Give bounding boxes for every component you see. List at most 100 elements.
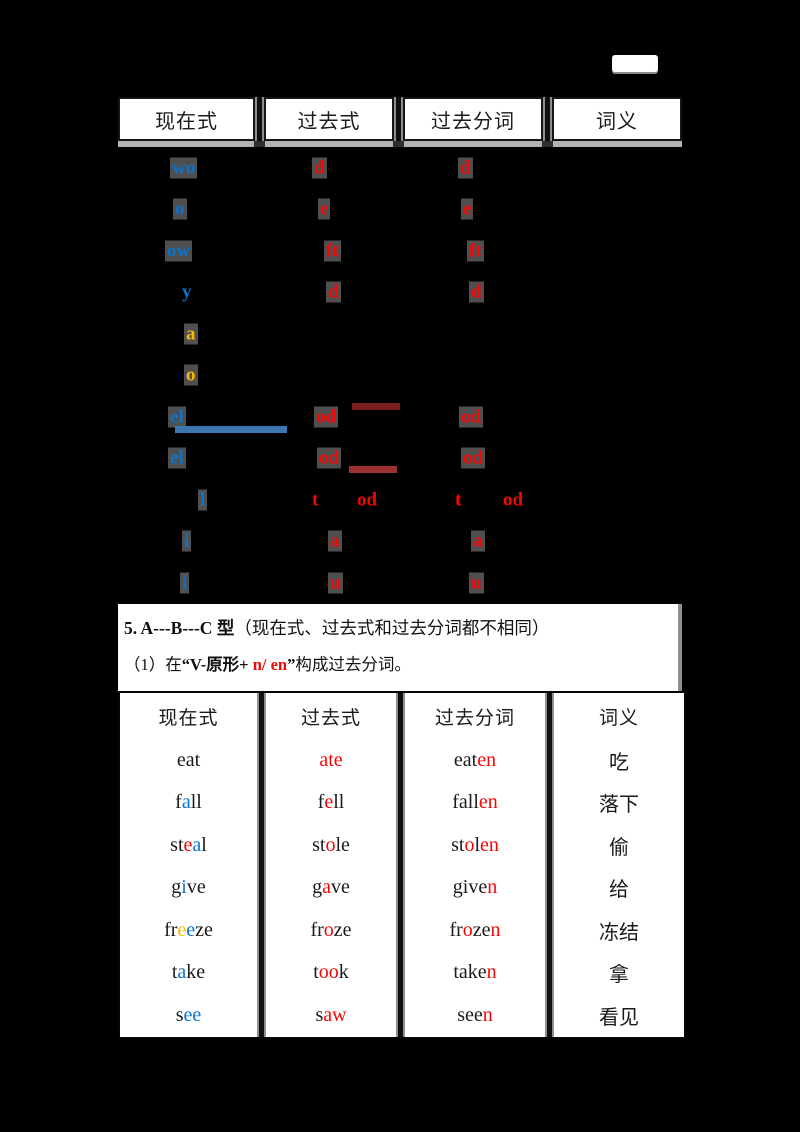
text-fragment: el — [168, 406, 186, 428]
table-cell: a — [118, 313, 255, 355]
text-fragment: t — [312, 489, 319, 511]
column-gap — [255, 562, 264, 604]
verb-letter-segment: g — [312, 876, 323, 899]
meaning-cell: 拿 — [554, 951, 684, 994]
meaning-text: 落下 — [599, 794, 639, 817]
table-cell: el — [118, 438, 255, 480]
verb-letter-segment: st — [312, 833, 326, 856]
table-row: a — [118, 313, 682, 355]
table-cell — [264, 313, 394, 355]
column-separator — [255, 97, 264, 141]
table-cell: i — [118, 562, 255, 604]
column-separator — [396, 824, 405, 867]
verb-letter-segment: n — [490, 918, 501, 941]
table-cell: y — [118, 272, 255, 314]
column-separator — [257, 739, 266, 782]
column-separator — [396, 909, 405, 952]
separator-knot — [393, 141, 404, 147]
table-header-row: 现在式 过去式 过去分词 词义 — [120, 693, 684, 739]
column-separator — [545, 994, 554, 1037]
verb-letter-segment: ve — [186, 876, 206, 899]
text-fragment: a — [471, 530, 485, 552]
table-cell: od — [264, 438, 397, 480]
column-gap — [255, 189, 264, 231]
column-separator — [545, 951, 554, 994]
text-fragment: y — [182, 281, 192, 303]
column-gap — [255, 438, 264, 480]
verb-cell: stolen — [405, 824, 545, 867]
column-separator — [396, 951, 405, 994]
column-gap — [394, 230, 403, 272]
verb-letter-segment: k — [338, 961, 349, 984]
verb-letter-segment: a — [181, 791, 191, 814]
verb-letter-segment: le — [335, 833, 350, 856]
verb-letter-segment: n — [482, 1003, 493, 1026]
column-gap — [394, 147, 403, 189]
verb-text: fell — [318, 791, 345, 814]
verb-letter-segment: s — [315, 1003, 324, 1026]
column-gap — [255, 313, 264, 355]
verb-letter-segment: e — [186, 918, 196, 941]
verb-text: given — [453, 876, 497, 899]
table-cell: t od — [403, 479, 543, 521]
verb-cell: steal — [120, 824, 257, 867]
table-row: o — [118, 355, 682, 397]
highlight-bar — [175, 426, 287, 433]
table-row: steal stole stolen 偷 — [120, 824, 684, 867]
table-cell: el — [118, 396, 287, 438]
text-fragment: a — [328, 530, 342, 552]
meaning-cell: 冻结 — [554, 909, 684, 952]
verb-letter-segment: ke — [186, 961, 206, 984]
text-fragment: d — [458, 157, 473, 179]
table-cell — [552, 147, 682, 189]
verb-text: steal — [170, 834, 207, 857]
column-gap — [543, 562, 552, 604]
table-cell: i — [118, 521, 255, 563]
column-separator — [396, 693, 405, 739]
page-artifact — [612, 55, 658, 72]
verb-letter-segment: take — [453, 961, 487, 984]
verb-letter-segment: t — [171, 961, 178, 984]
text-fragment: ft — [324, 240, 341, 262]
sub-tail: 构成过去分词。 — [295, 655, 411, 674]
meaning-cell: 给 — [554, 866, 684, 909]
column-header: 词义 — [554, 693, 684, 739]
meaning-text: 偷 — [609, 836, 629, 859]
text-fragment: d — [312, 157, 327, 179]
verb-cell: give — [120, 866, 257, 909]
column-gap — [394, 438, 403, 480]
table-cell: u — [264, 562, 394, 604]
table-cell: d — [403, 147, 543, 189]
meaning-cell: 看见 — [554, 994, 684, 1037]
verb-text: froze — [310, 919, 351, 942]
text-fragment: ow — [165, 240, 193, 262]
verb-letter-segment: f — [317, 791, 325, 814]
verb-letter-segment: o — [325, 833, 336, 856]
table-cell: od — [403, 396, 543, 438]
column-separator — [257, 693, 266, 739]
table-cell: d — [264, 147, 394, 189]
table-cell: ft — [264, 230, 394, 272]
text-fragment: od — [503, 489, 524, 511]
table-cell: e — [264, 189, 394, 231]
verb-text: take — [172, 961, 205, 984]
column-gap — [394, 562, 403, 604]
column-separator — [396, 866, 405, 909]
verb-cell: frozen — [405, 909, 545, 952]
verb-cell: fallen — [405, 781, 545, 824]
table-cell: a — [264, 521, 394, 563]
verb-text: fallen — [452, 791, 498, 814]
column-separator — [545, 909, 554, 952]
verb-letter-segment: st — [451, 833, 465, 856]
column-gap — [543, 438, 552, 480]
text-fragment: od — [314, 406, 339, 428]
table-cell: ow — [118, 230, 255, 272]
table-row: freeze froze frozen 冻结 — [120, 909, 684, 952]
column-separator — [545, 739, 554, 782]
column-separator — [394, 97, 403, 141]
meaning-cell: 偷 — [554, 824, 684, 867]
verb-letter-segment: ll — [333, 791, 345, 814]
verb-text: frozen — [449, 919, 500, 942]
